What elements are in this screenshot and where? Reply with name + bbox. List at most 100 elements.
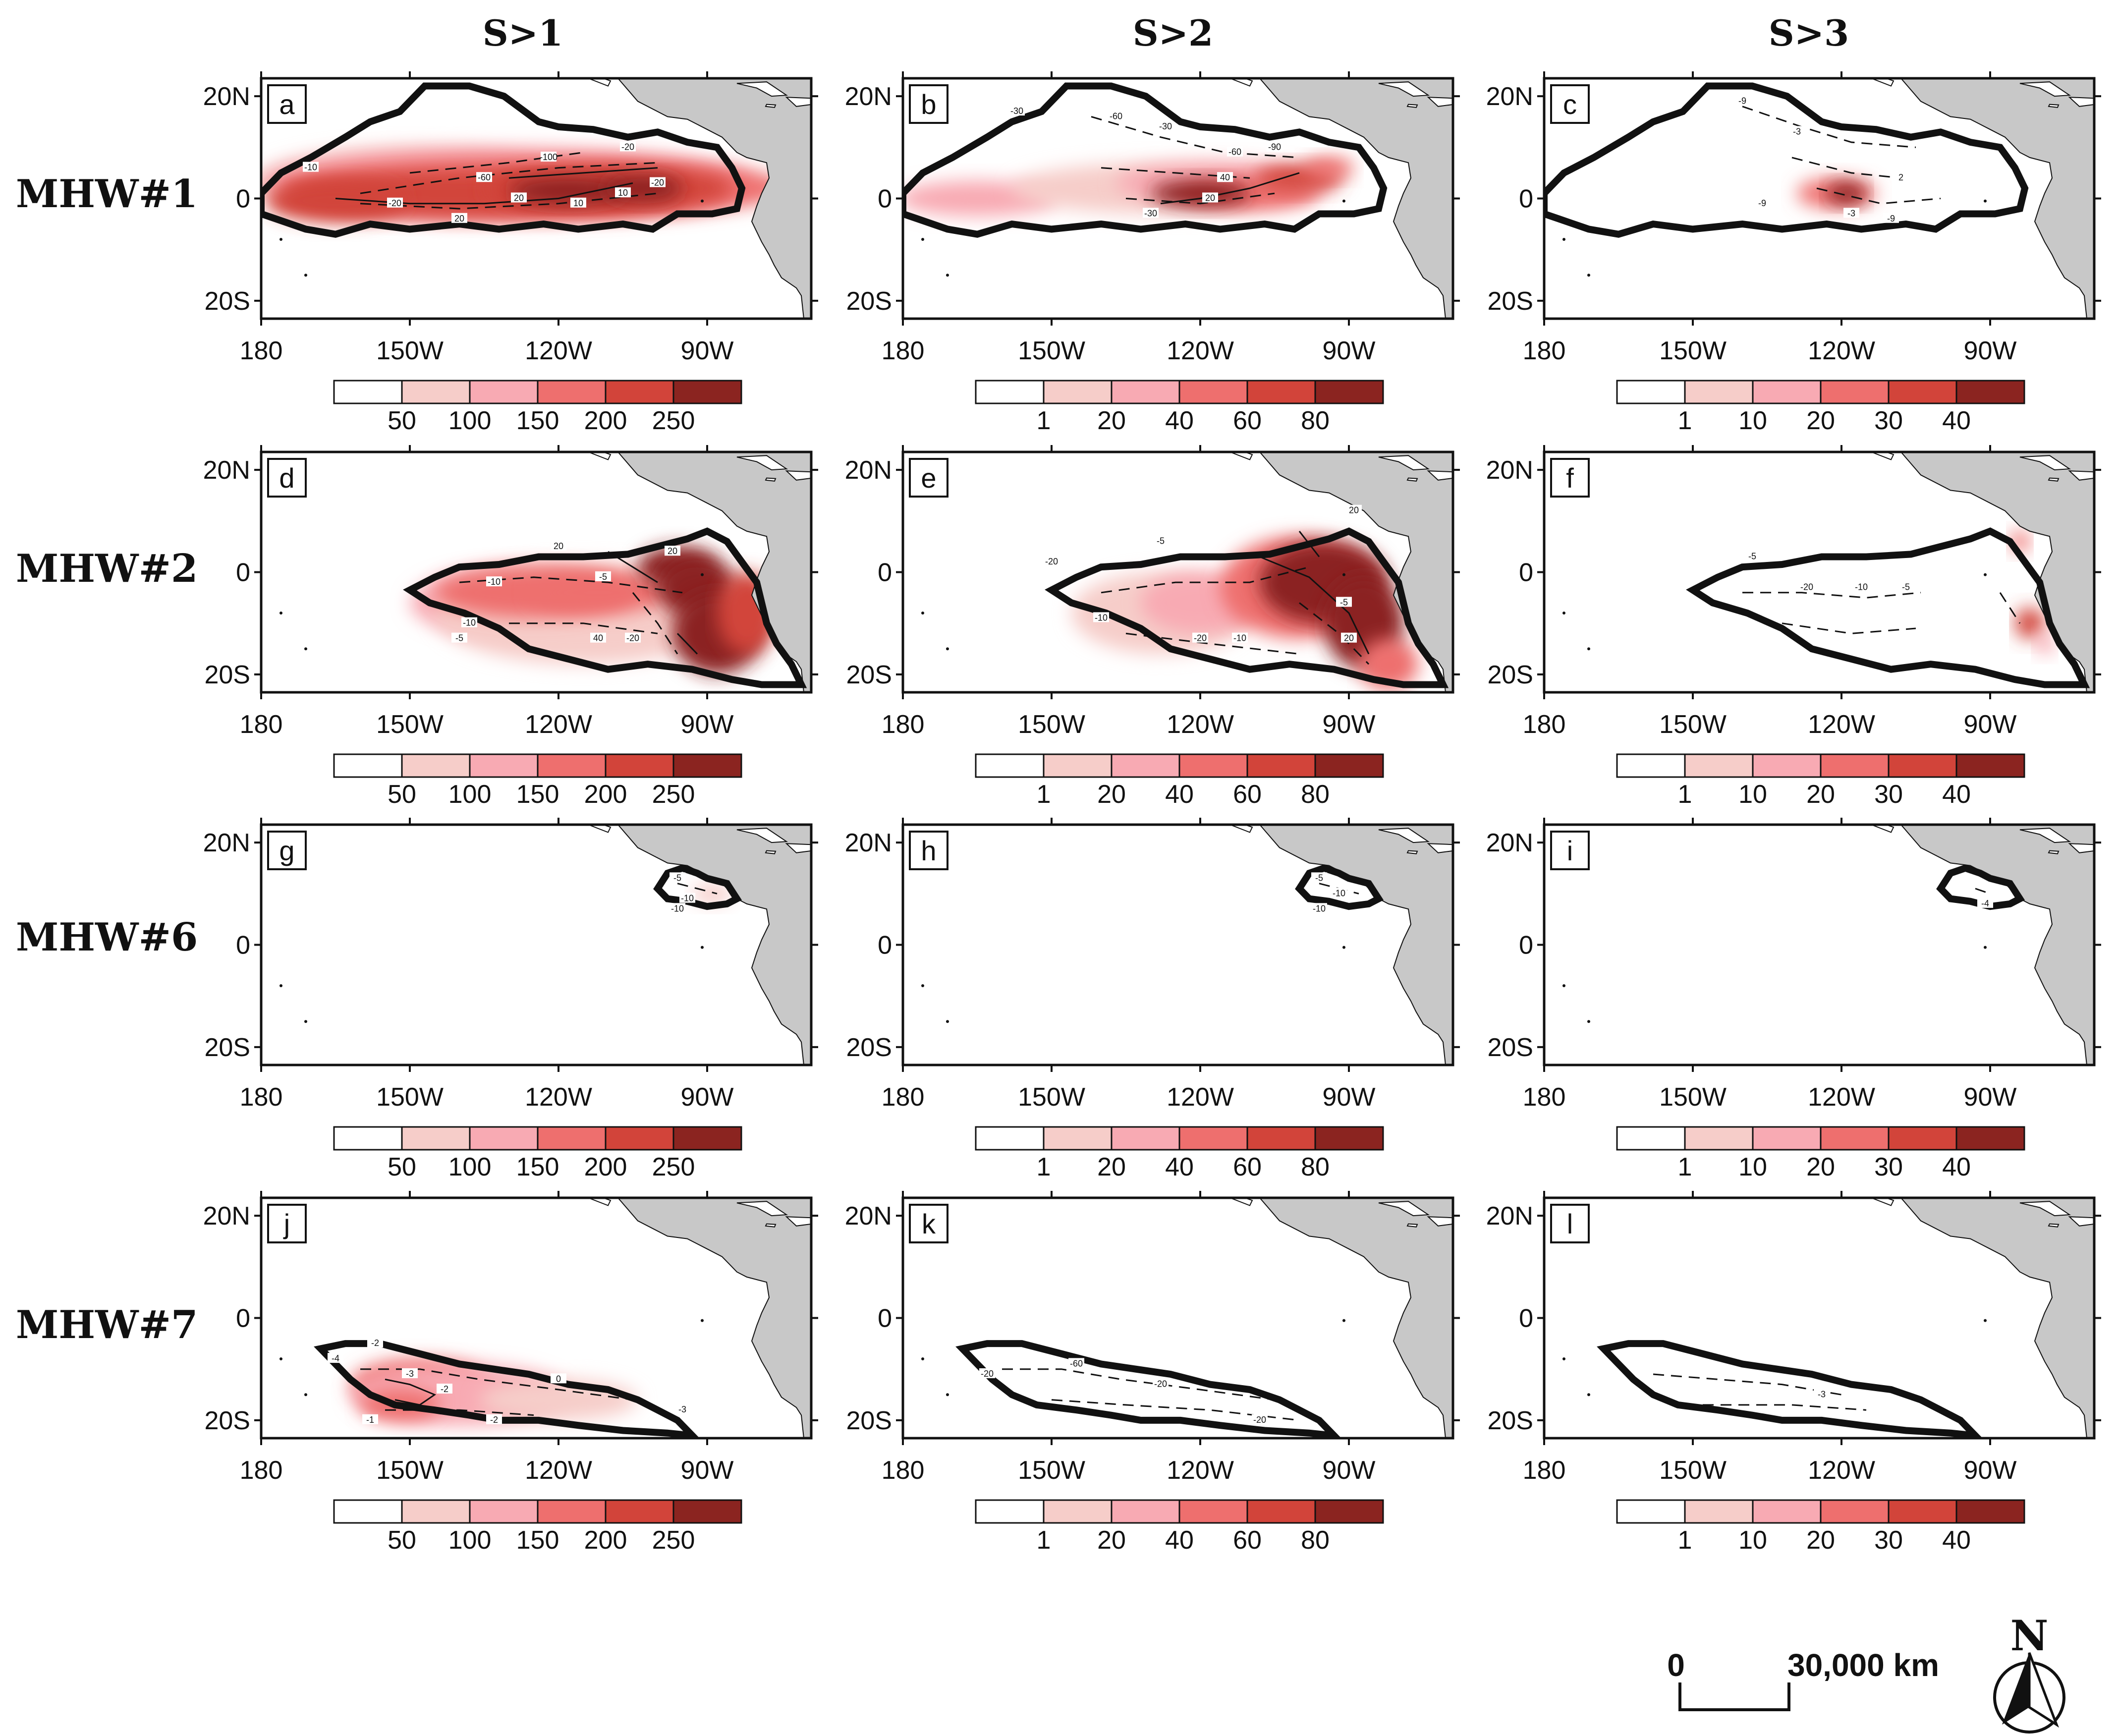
negative-contour [1816, 187, 1941, 205]
lat-tick-label: 0 [878, 559, 892, 587]
contour-label-text: -20 [1800, 582, 1813, 592]
panel-label: d [267, 458, 307, 498]
contour-label-text: -5 [455, 633, 463, 643]
lat-tick-label: 20S [204, 287, 250, 316]
colorbar: 1 10 20 30 40 [1616, 380, 2025, 435]
land-americas [1837, 78, 2094, 319]
contour-label-background [402, 1368, 418, 1379]
contour-label: 0 [551, 1373, 566, 1384]
contour-label: 10 [615, 187, 631, 198]
contour-label-background [1754, 197, 1770, 208]
lat-tick-label: 20N [1486, 829, 1533, 857]
contour-label-text: -3 [1793, 126, 1801, 136]
contour-label-text: -20 [1253, 1415, 1266, 1425]
contour-label-background [625, 632, 641, 643]
shading-level-1 [479, 1379, 638, 1420]
panel-label: e [909, 458, 948, 498]
pacific-island [1587, 1020, 1590, 1023]
colorbar-swatch [975, 1126, 1045, 1151]
contour-label: 20 [1202, 192, 1218, 203]
contour-label: -1 [362, 1414, 378, 1425]
lon-tick-label: 180 [882, 1083, 925, 1112]
contour-label-text: -20 [621, 142, 634, 152]
colorbar-swatch [1888, 1499, 1957, 1524]
contour-label-text: -20 [981, 1369, 994, 1379]
region-outline [314, 1340, 700, 1438]
contour-label-text: -100 [540, 152, 557, 162]
caribbean-island [2068, 843, 2094, 853]
contour-label-background [615, 187, 631, 198]
shading-level-4 [266, 180, 405, 222]
colorbar-swatch [1684, 753, 1754, 778]
colorbar-swatch [1314, 753, 1384, 778]
contour-label-text: 40 [1220, 172, 1230, 182]
contour-label-text: 0 [556, 1374, 561, 1384]
lat-tick-label: 20S [204, 1406, 250, 1435]
colorbar-tick-label: 80 [1301, 1526, 1330, 1555]
contour-label-text: -60 [1228, 147, 1241, 157]
colorbar-tick-label: 30 [1874, 406, 1903, 435]
map-content: -5 -20 -10 -20 -10 20 -5 20 [903, 452, 1453, 692]
colorbar-swatch [1111, 753, 1180, 778]
contour-label-text: -5 [1748, 552, 1756, 561]
contour-label: -9 [1734, 95, 1750, 106]
contour-label-background [674, 1404, 690, 1414]
panel-label-box [267, 831, 307, 870]
caribbean-island [2068, 470, 2094, 481]
shading-level-2 [2035, 633, 2055, 654]
lat-tick-label: 20N [845, 1202, 892, 1231]
pacific-island [304, 274, 307, 277]
caribbean-island [1427, 843, 1453, 853]
region-outline [1295, 864, 1384, 910]
map-panel-j: -2 -4 -3 -2 -2 -1 0 -3 180 150W 120W 90W 20N 0 20S j 50 1… [203, 1191, 818, 1555]
contour-label-text: -60 [478, 172, 491, 182]
contour-label: -20 [387, 197, 403, 208]
contour-label: -20 [1044, 556, 1059, 566]
pacific-island [1984, 199, 1987, 203]
contour-label: 20 [511, 192, 527, 203]
contour-label-text: -10 [1333, 888, 1345, 898]
north-arrow: N [1993, 1611, 2065, 1734]
panel-label-text: i [1567, 835, 1573, 866]
colorbar-swatch [1246, 753, 1316, 778]
negative-contour [1299, 602, 1370, 665]
lon-tick-label: 180 [1523, 1456, 1566, 1485]
lon-tick-label: 90W [681, 1083, 734, 1112]
lat-tick-label: 20S [204, 661, 250, 689]
contour-label-text: -30 [1010, 106, 1023, 116]
negative-contour [1999, 592, 2021, 624]
colorbar-tick-label: 10 [1738, 780, 1767, 809]
map-content: -5 -20 -10 -5 [1544, 452, 2094, 692]
contour-label-text: -5 [599, 572, 607, 582]
contour-label-background [590, 632, 606, 643]
colorbar: 1 20 40 60 80 [975, 380, 1384, 435]
colorbar-swatch [1820, 380, 1890, 404]
contour-label-text: -9 [1758, 198, 1766, 208]
contour-label-text: -3 [1847, 208, 1855, 218]
panel-label: k [909, 1204, 948, 1243]
contour-label-background [1153, 1378, 1169, 1389]
lon-tick-label: 150W [1659, 710, 1727, 739]
land-americas [1195, 1198, 1453, 1438]
colorbar: 50 100 150 200 250 [333, 753, 742, 809]
colorbar-swatch [1246, 1126, 1316, 1151]
colorbar-tick-label: 1 [1678, 780, 1692, 809]
negative-contour [360, 192, 658, 210]
colorbar-swatch [1752, 1126, 1822, 1151]
colorbar-tick-label: 20 [1097, 1153, 1126, 1181]
colorbar-swatch [1111, 380, 1180, 404]
contour-label-text: -10 [671, 903, 684, 913]
colorbar-swatch [1820, 1499, 1890, 1524]
contour-label: -10 [461, 617, 477, 628]
contour-label-text: -9 [1738, 96, 1746, 106]
land-baja-california [573, 1198, 612, 1206]
panel-label: c [1550, 84, 1590, 124]
pacific-island [1984, 1319, 1987, 1322]
contour-label-background [476, 172, 492, 182]
colorbar-tick-label: 1 [1678, 1153, 1692, 1181]
row-title-mhw6: MHW#6 [16, 915, 198, 960]
lat-tick-label: 0 [236, 931, 250, 960]
region-outline [955, 1340, 1341, 1438]
